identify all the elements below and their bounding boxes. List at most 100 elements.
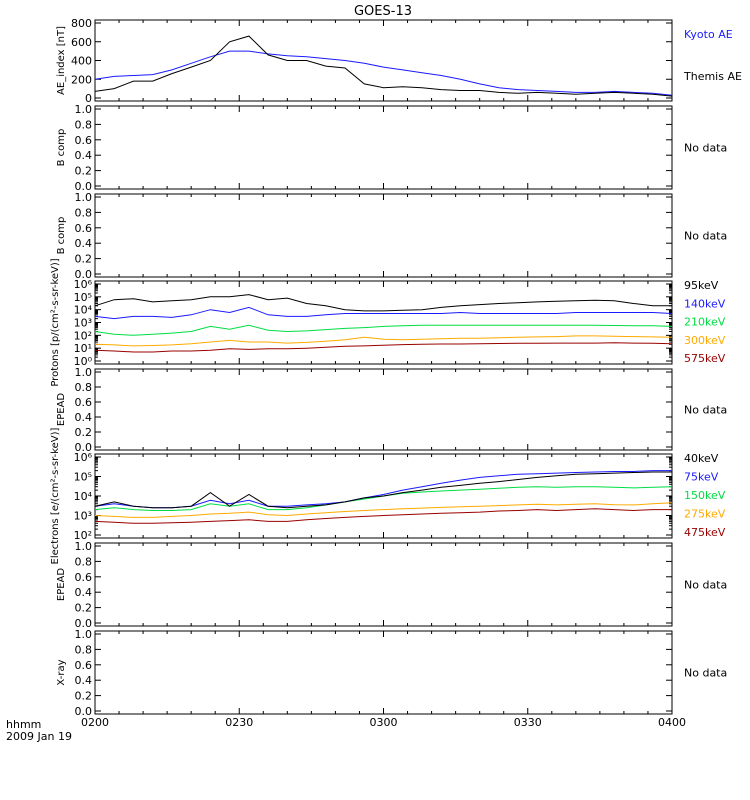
legend-150kev: 150keV <box>684 489 726 502</box>
ytick-label: 10⁶ <box>74 451 93 464</box>
ytick-label: 0.0 <box>75 705 93 718</box>
ytick-label: 0.8 <box>75 206 93 219</box>
legend-475kev: 475keV <box>684 526 726 539</box>
legend-75kev: 75keV <box>684 471 719 484</box>
legend-kyoto-ae: Kyoto AE <box>684 28 733 41</box>
series-line-140kev <box>94 306 673 320</box>
ytick-label: 0.0 <box>75 180 93 193</box>
panel-xray: 0.0 0.2 0.4 0.6 0.8 1.0 X-ray No data <box>56 628 727 718</box>
xtick-label: 0200 <box>81 716 109 729</box>
legend-210kev: 210keV <box>684 316 726 329</box>
panel-bcomp1: 0.0 0.2 0.4 0.6 0.8 1.0 B comp No data <box>56 103 727 193</box>
ylabel: EPEAD <box>56 568 67 602</box>
ytick-label: 600 <box>71 36 92 49</box>
panel-frame <box>94 19 673 102</box>
ytick-label: 10² <box>74 529 92 542</box>
ytick-label: 0.2 <box>75 165 93 178</box>
ytick-label: 1.0 <box>75 103 93 116</box>
xtick-label: 0330 <box>514 716 542 729</box>
ylabel: Protons [p/(cm²-s-sr-keV)] <box>50 258 61 386</box>
xtick-label: 0230 <box>225 716 253 729</box>
no-data-note: No data <box>684 230 727 243</box>
series-line-210kev <box>94 324 673 336</box>
ytick-label: 0.6 <box>75 134 93 147</box>
xtick-label: 0300 <box>370 716 398 729</box>
xtick-label: 0400 <box>658 716 686 729</box>
ytick-label: 10³ <box>74 510 92 523</box>
ytick-label: 0.0 <box>75 268 93 281</box>
series-line-575kev <box>94 342 673 353</box>
ytick-label: 1.0 <box>75 628 93 641</box>
xaxis-label-hhmm: hhmm <box>6 718 41 731</box>
ytick-label: 10² <box>74 329 92 342</box>
ytick-label: 1.0 <box>75 540 93 553</box>
panel-ae: 0 200 400 600 800 AE_index [nT] Kyoto AE Themis… <box>56 17 742 105</box>
legend-themis-ae: Themis AE <box>683 70 742 83</box>
ytick-label: 0.2 <box>75 253 93 266</box>
ytick-label: 10¹ <box>74 342 92 355</box>
ytick-label: 0.0 <box>75 617 93 630</box>
ylabel: B comp <box>56 129 67 167</box>
ytick-label: 10⁶ <box>74 278 93 291</box>
ytick-label: 0.6 <box>75 222 93 235</box>
panels: 0200 400 600 800 AE_index [nT] Kyoto AE Themis… <box>50 17 742 729</box>
ytick-label: 400 <box>71 55 92 68</box>
ytick-label: 0.4 <box>75 411 93 424</box>
series-line-275kev <box>94 502 673 518</box>
panel-frame <box>94 542 673 627</box>
ytick-label: 0.2 <box>75 426 93 439</box>
panel-epead2: 0.0 0.2 0.4 0.6 0.8 1.0 EPEAD No data <box>56 540 727 630</box>
ytick-label: 0.0 <box>75 441 93 454</box>
series-line-75kev <box>94 470 672 509</box>
ylabel: AE_index [nT] <box>56 26 67 95</box>
series-line-475kev <box>94 508 672 524</box>
ytick-label: 0.4 <box>75 586 93 599</box>
ytick-label: 0.4 <box>75 674 93 687</box>
ytick-label: 1.0 <box>75 191 93 204</box>
ylabel: X-ray <box>56 659 67 685</box>
ytick-label: 0.8 <box>75 643 93 656</box>
no-data-note: No data <box>684 667 727 680</box>
ytick-label: 0.4 <box>75 149 93 162</box>
ylabel: B comp <box>56 217 67 255</box>
no-data-note: No data <box>684 579 727 592</box>
series-line-themis-ae <box>94 35 673 97</box>
legend-300kev: 300keV <box>684 334 726 347</box>
series-line-kyoto-ae <box>94 50 673 96</box>
ytick-label: 10⁵ <box>74 291 92 304</box>
panel-frame <box>94 630 673 715</box>
ytick-label: 10⁴ <box>74 304 93 317</box>
panel-bcomp2: 0.0 0.2 0.4 0.6 0.8 1.0 B comp No data <box>56 191 727 281</box>
ytick-label: 200 <box>71 73 92 86</box>
ytick-label: 0.8 <box>75 118 93 131</box>
xaxis-label-date: 2009 Jan 19 <box>6 730 72 743</box>
panel-frame <box>94 193 673 278</box>
ytick-label: 10⁰ <box>74 355 93 368</box>
series-line-40kev <box>94 471 672 509</box>
panel-frame <box>94 105 673 190</box>
ytick-label: 0.2 <box>75 602 93 615</box>
ytick-label: 0.6 <box>75 659 93 672</box>
no-data-note: No data <box>684 142 727 155</box>
ylabel: Electrons [e/(cm²-s-sr-keV)] <box>50 427 61 564</box>
ytick-label: 0.8 <box>75 381 93 394</box>
legend-140kev: 140keV <box>684 297 726 310</box>
ytick-label: 0.6 <box>75 571 93 584</box>
ytick-label: 10⁵ <box>74 471 92 484</box>
legend-275kev: 275keV <box>684 508 726 521</box>
series-line-300kev <box>94 335 673 347</box>
panel-electrons: 10² 10³ 10⁴ 10⁵ 10⁶ Electrons [e/(cm²-s-sr-ke… <box>50 427 726 564</box>
panel-frame <box>94 280 673 365</box>
ylabel: EPEAD <box>56 393 67 427</box>
ytick-label: 1.0 <box>75 366 93 379</box>
plot-title: GOES-13 <box>354 4 412 19</box>
legend-40kev: 40keV <box>684 452 719 465</box>
ytick-label: 800 <box>71 17 92 30</box>
panel-frame <box>94 368 673 451</box>
series-line-95kev <box>94 294 672 312</box>
legend-95kev: 95keV <box>684 279 719 292</box>
ytick-label: 10³ <box>74 317 92 330</box>
panel-epead1: 0.0 0.2 0.4 0.6 0.8 1.0 EPEAD No data <box>56 366 727 454</box>
